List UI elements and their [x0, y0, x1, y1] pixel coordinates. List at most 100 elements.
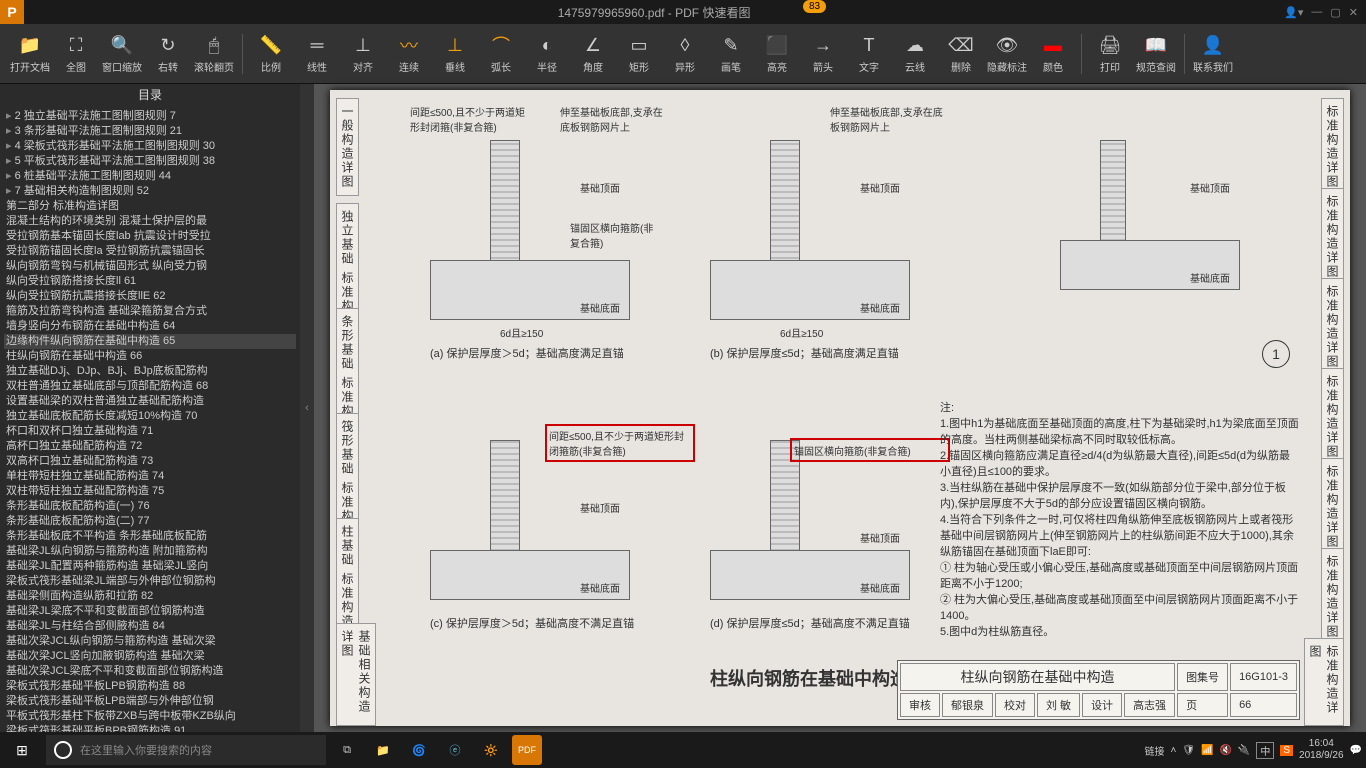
toc-item[interactable]: 3 条形基础平法施工图制图规则 21: [4, 124, 296, 139]
toolbar-线性[interactable]: ═线性: [295, 26, 339, 82]
toc-item[interactable]: 梁板式筏形基础梁JL端部与外伸部位钢筋构: [4, 574, 296, 589]
toc-item[interactable]: 单柱带短柱独立基础配筋构造 74: [4, 469, 296, 484]
toc-item[interactable]: 纵向钢筋弯钩与机械锚固形式 纵向受力钢: [4, 259, 296, 274]
toc-item[interactable]: 混凝土结构的环境类别 混凝土保护层的最: [4, 214, 296, 229]
toc-item[interactable]: 独立基础DJj、DJp、BJj、BJp底板配筋构: [4, 364, 296, 379]
toc-item[interactable]: 第二部分 标准构造详图: [4, 199, 296, 214]
toc-item[interactable]: 基础梁JL与柱结合部侧腋构造 84: [4, 619, 296, 634]
toc-item[interactable]: 4 梁板式筏形基础平法施工图制图规则 30: [4, 139, 296, 154]
tray-ime[interactable]: 中: [1256, 742, 1274, 759]
toolbar-画笔[interactable]: ✎画笔: [709, 26, 753, 82]
toc-item[interactable]: 基础梁侧面构造纵筋和拉筋 82: [4, 589, 296, 604]
toc-item[interactable]: 梁板式筏形基础平板BPB钢筋构造 91: [4, 724, 296, 732]
pdf-viewport[interactable]: 一般构造详图独立基础 标准构造详图条形基础 标准构造详图筏形基础 标准构造详图柱…: [314, 84, 1366, 732]
toc-item[interactable]: 箍筋及拉筋弯钩构造 基础梁箍筋复合方式: [4, 304, 296, 319]
toc-item[interactable]: 双高杯口独立基础配筋构造 73: [4, 454, 296, 469]
taskbar-app-1[interactable]: 📁: [368, 735, 398, 765]
toc-item[interactable]: 平板式筏形基柱下板带ZXB与跨中板带KZB纵向: [4, 709, 296, 724]
toc-sidebar: 目录 2 独立基础平法施工图制图规则 73 条形基础平法施工图制图规则 214 …: [0, 84, 300, 732]
diag-r-top: 基础顶面: [1190, 180, 1230, 195]
toc-item[interactable]: 基础次梁JCL竖向加腋钢筋构造 基础次梁: [4, 649, 296, 664]
toolbar-高亮[interactable]: ⬛高亮: [755, 26, 799, 82]
close-button[interactable]: ✕: [1349, 6, 1358, 19]
toc-item[interactable]: 基础次梁JCL纵向钢筋与箍筋构造 基础次梁: [4, 634, 296, 649]
sidebar-collapse-button[interactable]: ‹: [300, 84, 314, 732]
toolbar-异形[interactable]: ◊异形: [663, 26, 707, 82]
tray-shield-icon[interactable]: 🛡: [1182, 745, 1195, 756]
toolbar-联系我们[interactable]: 👤联系我们: [1191, 26, 1235, 82]
toc-item[interactable]: 条形基础板底不平构造 条形基础底板配筋: [4, 529, 296, 544]
diag-c-bottom: 基础底面: [580, 580, 620, 595]
toolbar-打开文档[interactable]: 📁打开文档: [8, 26, 52, 82]
toc-item[interactable]: 纵向受拉钢筋抗震搭接长度llE 62: [4, 289, 296, 304]
toolbar-窗口缩放[interactable]: 🔍窗口缩放: [100, 26, 144, 82]
toolbar-半径[interactable]: ◐半径: [525, 26, 569, 82]
toolbar-滚轮翻页[interactable]: 🖱滚轮翻页: [192, 26, 236, 82]
taskbar-app-4[interactable]: 🔆: [476, 735, 506, 765]
toc-item[interactable]: 纵向受拉钢筋搭接长度ll 61: [4, 274, 296, 289]
toolbar-比例[interactable]: 📏比例: [249, 26, 293, 82]
toc-header: 目录: [0, 84, 300, 107]
titleblock-set-label: 图集号: [1177, 663, 1228, 691]
toolbar-矩形[interactable]: ▭矩形: [617, 26, 661, 82]
toc-item[interactable]: 5 平板式筏形基础平法施工图制图规则 38: [4, 154, 296, 169]
toc-item[interactable]: 设置基础梁的双柱普通独立基础配筋构造: [4, 394, 296, 409]
taskbar-app-2[interactable]: 🌀: [404, 735, 434, 765]
toc-item[interactable]: 梁板式筏形基础平板LPB端部与外伸部位钢: [4, 694, 296, 709]
toc-item[interactable]: 基础梁JL梁底不平和变截面部位钢筋构造: [4, 604, 296, 619]
tray-battery-icon[interactable]: 🔌: [1238, 745, 1250, 756]
tray-sogou-icon[interactable]: S: [1280, 745, 1293, 756]
user-menu[interactable]: 👤▾: [1284, 6, 1303, 19]
toc-item[interactable]: 基础梁JL纵向钢筋与箍筋构造 附加箍筋构: [4, 544, 296, 559]
toolbar-右转[interactable]: ↻右转: [146, 26, 190, 82]
toc-item[interactable]: 6 桩基础平法施工图制图规则 44: [4, 169, 296, 184]
toolbar-弧长[interactable]: ⌒弧长: [479, 26, 523, 82]
toolbar-全图[interactable]: ⛶全图: [54, 26, 98, 82]
toc-item[interactable]: 墙身竖向分布钢筋在基础中构造 64: [4, 319, 296, 334]
tray-volume-icon[interactable]: 🔇: [1219, 745, 1231, 756]
toolbar-连续[interactable]: 〰连续: [387, 26, 431, 82]
toc-item[interactable]: 2 独立基础平法施工图制图规则 7: [4, 109, 296, 124]
tray-link[interactable]: 链接: [1144, 743, 1164, 758]
toc-item[interactable]: 受拉钢筋基本锚固长度lab 抗震设计时受拉: [4, 229, 296, 244]
toolbar-打印[interactable]: 🖨打印: [1088, 26, 1132, 82]
tray-chevron[interactable]: ˄: [1170, 745, 1176, 756]
toc-item[interactable]: 条形基础底板配筋构造(二) 77: [4, 514, 296, 529]
toolbar-规范查阅[interactable]: 📖规范查阅: [1134, 26, 1178, 82]
toolbar-云线[interactable]: ☁云线: [893, 26, 937, 82]
toc-item[interactable]: 杯口和双杯口独立基础构造 71: [4, 424, 296, 439]
toc-item[interactable]: 受拉钢筋锚固长度la 受拉钢筋抗震锚固长: [4, 244, 296, 259]
toc-item[interactable]: 双柱普通独立基础底部与顶部配筋构造 68: [4, 379, 296, 394]
pdf-page: 一般构造详图独立基础 标准构造详图条形基础 标准构造详图筏形基础 标准构造详图柱…: [330, 90, 1350, 726]
toolbar-角度[interactable]: ∠角度: [571, 26, 615, 82]
toc-item[interactable]: 基础梁JL配置两种箍筋构造 基础梁JL竖向: [4, 559, 296, 574]
taskbar-app-pdf[interactable]: PDF: [512, 735, 542, 765]
toolbar-隐藏标注[interactable]: 👁隐藏标注: [985, 26, 1029, 82]
toc-item[interactable]: 双柱带短柱独立基础配筋构造 75: [4, 484, 296, 499]
tray-wifi-icon[interactable]: 📶: [1201, 745, 1213, 756]
tray-clock[interactable]: 16:04 2018/9/26: [1299, 738, 1344, 762]
minimize-button[interactable]: —: [1311, 6, 1322, 18]
toolbar-对齐[interactable]: ⊥对齐: [341, 26, 385, 82]
toc-item[interactable]: 梁板式筏形基础平板LPB钢筋构造 88: [4, 679, 296, 694]
toolbar-箭头[interactable]: →箭头: [801, 26, 845, 82]
toc-item[interactable]: 高杯口独立基础配筋构造 72: [4, 439, 296, 454]
toolbar-颜色[interactable]: ▬颜色: [1031, 26, 1075, 82]
taskbar-search[interactable]: 在这里输入你要搜索的内容: [46, 735, 326, 765]
toc-item[interactable]: 柱纵向钢筋在基础中构造 66: [4, 349, 296, 364]
maximize-button[interactable]: ▢: [1330, 6, 1340, 19]
taskbar-app-3[interactable]: ⓔ: [440, 735, 470, 765]
toc-item[interactable]: 基础次梁JCL梁底不平和变截面部位钢筋构造: [4, 664, 296, 679]
toolbar-文字[interactable]: T文字: [847, 26, 891, 82]
notification-badge[interactable]: 83: [803, 0, 826, 13]
toolbar-垂线[interactable]: ⊥垂线: [433, 26, 477, 82]
toc-item[interactable]: 边缘构件纵向钢筋在基础中构造 65: [4, 334, 296, 349]
toc-item[interactable]: 7 基础相关构造制图规则 52: [4, 184, 296, 199]
toc-item[interactable]: 条形基础底板配筋构造(一) 76: [4, 499, 296, 514]
toc-item[interactable]: 独立基础底板配筋长度减短10%构造 70: [4, 409, 296, 424]
task-view-icon[interactable]: ⧉: [332, 735, 362, 765]
tray-notifications-icon[interactable]: 💬: [1350, 745, 1362, 756]
toolbar-删除[interactable]: ⌫删除: [939, 26, 983, 82]
titleblock-page-label: 页: [1177, 693, 1228, 717]
start-button[interactable]: ⊞: [4, 735, 40, 765]
